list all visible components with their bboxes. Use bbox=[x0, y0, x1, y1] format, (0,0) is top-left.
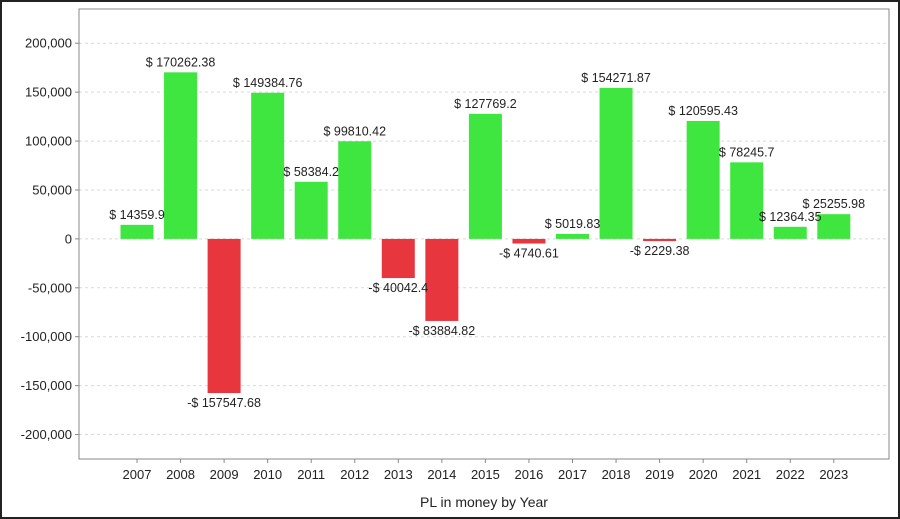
data-label-2010: $ 149384.76 bbox=[233, 76, 303, 90]
bar-2013 bbox=[381, 238, 415, 279]
x-tick-label: 2020 bbox=[689, 467, 718, 482]
x-tick-label: 2011 bbox=[297, 467, 325, 482]
data-label-2015: $ 127769.2 bbox=[454, 97, 517, 111]
data-label-2014: -$ 83884.82 bbox=[408, 324, 475, 338]
bar-2021 bbox=[730, 162, 764, 239]
bars bbox=[120, 72, 851, 394]
x-tick-label: 2007 bbox=[123, 467, 152, 482]
data-label-2017: $ 5019.83 bbox=[545, 217, 601, 231]
data-label-2007: $ 14359.9 bbox=[109, 208, 165, 222]
x-tick-label: 2017 bbox=[558, 467, 587, 482]
data-label-2023: $ 25255.98 bbox=[803, 197, 866, 211]
bar-2019 bbox=[643, 238, 677, 242]
bar-2008 bbox=[164, 72, 198, 239]
data-label-2011: $ 58384.2 bbox=[283, 165, 339, 179]
x-tick-label: 2010 bbox=[253, 467, 282, 482]
data-label-2008: $ 170262.38 bbox=[146, 55, 216, 69]
x-axis-ticks: 2007 2008 2009 2010 2011 2012 2013 2014 2015 2016… bbox=[123, 459, 848, 482]
x-tick-label: 2012 bbox=[340, 467, 369, 482]
bar-2022 bbox=[773, 226, 807, 239]
x-axis-title: PL in money by Year bbox=[420, 494, 548, 510]
data-label-2022: $ 12364.35 bbox=[759, 210, 822, 224]
x-tick-label: 2023 bbox=[819, 467, 848, 482]
x-tick-label: 2008 bbox=[166, 467, 195, 482]
bar-2015 bbox=[468, 113, 502, 239]
y-tick-label: 100,000 bbox=[25, 134, 72, 149]
data-label-2018: $ 154271.87 bbox=[581, 71, 651, 85]
y-tick-label: -50,000 bbox=[28, 280, 72, 295]
bar-2016 bbox=[512, 238, 546, 244]
data-label-2020: $ 120595.43 bbox=[668, 104, 738, 118]
y-tick-label: 150,000 bbox=[25, 85, 72, 100]
data-label-2012: $ 99810.42 bbox=[323, 124, 386, 138]
data-label-2021: $ 78245.7 bbox=[719, 145, 775, 159]
x-tick-label: 2019 bbox=[645, 467, 674, 482]
data-label-2019: -$ 2229.38 bbox=[630, 244, 690, 258]
x-tick-label: 2018 bbox=[602, 467, 631, 482]
x-tick-label: 2022 bbox=[776, 467, 805, 482]
data-labels: $ 14359.9 $ 170262.38 -$ 157547.68 $ 149384… bbox=[109, 55, 865, 410]
x-tick-label: 2013 bbox=[384, 467, 413, 482]
bar-2017 bbox=[556, 233, 589, 239]
data-label-2016: -$ 4740.61 bbox=[499, 247, 559, 261]
bar-2011 bbox=[294, 181, 328, 239]
x-tick-label: 2009 bbox=[210, 467, 239, 482]
bar-2007 bbox=[120, 224, 154, 239]
y-tick-label: -150,000 bbox=[21, 378, 72, 393]
bar-2023 bbox=[817, 214, 851, 239]
bar-2014 bbox=[425, 238, 459, 321]
y-tick-label: -100,000 bbox=[21, 329, 72, 344]
data-label-2009: -$ 157547.68 bbox=[187, 396, 261, 410]
bar-2018 bbox=[599, 87, 633, 239]
y-tick-label: 200,000 bbox=[25, 36, 72, 51]
y-axis-ticks: -200,000 -150,000 -100,000 -50,000 0 50,000 10… bbox=[21, 36, 79, 442]
bar-2009 bbox=[207, 238, 241, 394]
x-tick-label: 2021 bbox=[732, 467, 761, 482]
y-tick-label: 0 bbox=[65, 231, 72, 246]
bar-2012 bbox=[338, 141, 372, 239]
bar-2020 bbox=[686, 120, 720, 239]
x-tick-label: 2014 bbox=[427, 467, 456, 482]
data-label-2013: -$ 40042.4 bbox=[368, 281, 428, 295]
x-tick-label: 2016 bbox=[514, 467, 543, 482]
y-tick-label: -200,000 bbox=[21, 427, 72, 442]
y-tick-label: 50,000 bbox=[32, 182, 72, 197]
x-tick-label: 2015 bbox=[471, 467, 500, 482]
bar-2010 bbox=[251, 92, 285, 239]
plot-area bbox=[78, 8, 890, 460]
